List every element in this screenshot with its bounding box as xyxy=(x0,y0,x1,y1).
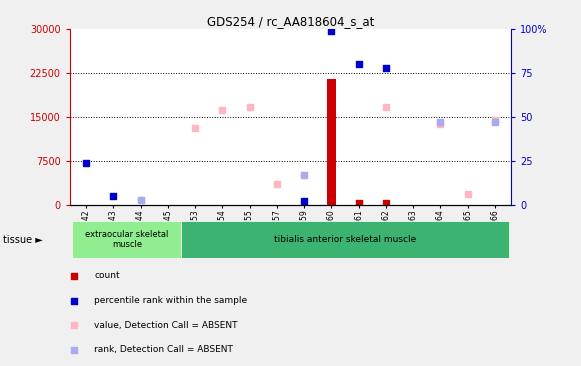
Text: value, Detection Call = ABSENT: value, Detection Call = ABSENT xyxy=(94,321,238,330)
Point xyxy=(354,61,363,67)
Text: tissue ►: tissue ► xyxy=(3,235,42,245)
Bar xyxy=(327,79,336,205)
Point xyxy=(136,197,145,203)
Point xyxy=(218,107,227,113)
Point xyxy=(490,119,500,125)
Text: extraocular skeletal
muscle: extraocular skeletal muscle xyxy=(85,230,168,250)
Bar xyxy=(181,221,508,258)
Text: count: count xyxy=(94,271,120,280)
Point xyxy=(81,160,91,166)
Bar xyxy=(73,221,181,258)
Point xyxy=(381,104,390,109)
Text: percentile rank within the sample: percentile rank within the sample xyxy=(94,296,247,305)
Point xyxy=(136,197,145,203)
Point xyxy=(326,198,335,203)
Point xyxy=(436,119,445,125)
Point xyxy=(463,191,472,197)
Point xyxy=(381,65,390,71)
Point xyxy=(191,125,200,131)
Point xyxy=(354,200,363,206)
Point xyxy=(327,28,336,34)
Point xyxy=(272,182,282,187)
Point xyxy=(381,200,390,206)
Point xyxy=(299,172,309,178)
Point xyxy=(436,121,445,127)
Text: rank, Detection Call = ABSENT: rank, Detection Call = ABSENT xyxy=(94,346,233,355)
Title: GDS254 / rc_AA818604_s_at: GDS254 / rc_AA818604_s_at xyxy=(207,15,374,28)
Point xyxy=(109,193,118,199)
Text: tibialis anterior skeletal muscle: tibialis anterior skeletal muscle xyxy=(274,235,416,244)
Point xyxy=(299,198,309,204)
Point xyxy=(490,117,500,123)
Point xyxy=(245,104,254,109)
